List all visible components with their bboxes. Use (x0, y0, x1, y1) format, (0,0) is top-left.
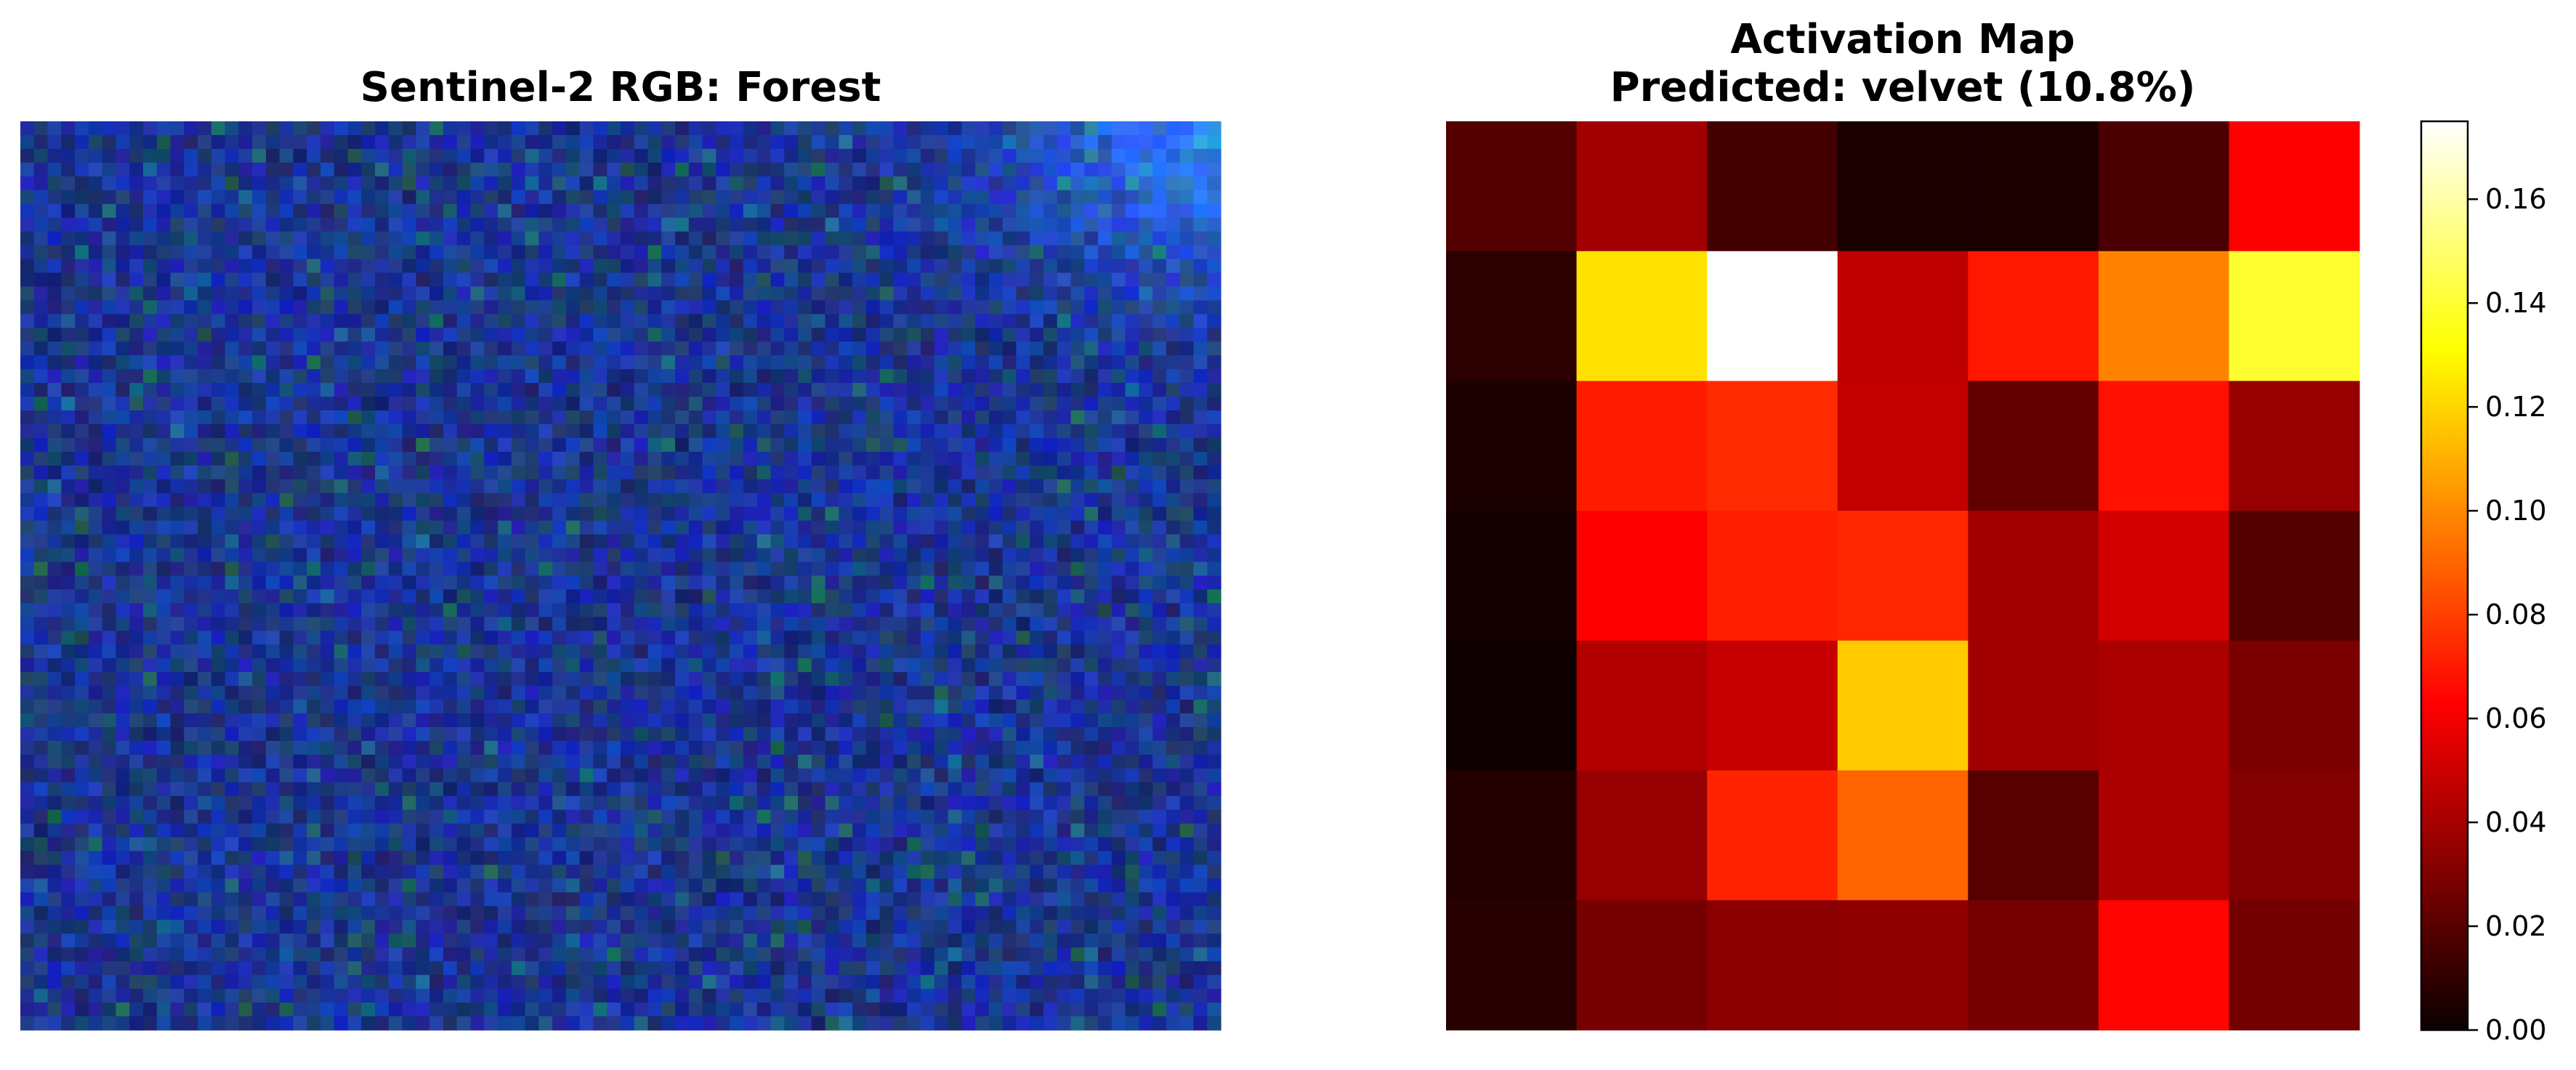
heatmap-cell (2229, 511, 2360, 641)
colorbar-tick-label: 0.02 (2485, 910, 2547, 942)
heatmap-cell (2229, 770, 2360, 901)
heatmap-cell (1968, 381, 2099, 511)
heatmap-cell (1837, 121, 1969, 252)
heatmap-cell (1576, 511, 1708, 641)
colorbar-tick-label: 0.06 (2485, 702, 2547, 734)
heatmap-cell (1968, 640, 2099, 771)
heatmap-cell (1446, 640, 1578, 771)
heatmap-cell (1707, 640, 1838, 771)
heatmap-cell (1707, 900, 1838, 1031)
heatmap-cell (1446, 900, 1578, 1031)
heatmap-cell (2229, 251, 2360, 381)
heatmap-cell (2229, 900, 2360, 1031)
heatmap-cell (1837, 900, 1969, 1031)
colorbar-tick-label: 0.12 (2485, 391, 2547, 423)
heatmap-cell (1968, 251, 2099, 381)
heatmap-cell (1707, 381, 1838, 511)
colorbar-tick-label: 0.04 (2485, 806, 2547, 838)
colorbar (2420, 120, 2469, 1032)
heatmap-cell (1837, 251, 1969, 381)
colorbar-tick-label: 0.00 (2485, 1014, 2547, 1046)
heatmap-cell (1968, 900, 2099, 1031)
heatmap-cell (2098, 251, 2229, 381)
heatmap-cell (1446, 511, 1578, 641)
activation-map-title: Activation Map Predicted: velvet (10.8%) (1446, 16, 2359, 112)
heatmap-cell (2098, 511, 2229, 641)
heatmap-cell (1707, 770, 1838, 901)
heatmap-cell (1446, 121, 1578, 252)
heatmap-cell (1446, 251, 1578, 381)
activation-map-title-line2: Predicted: velvet (10.8%) (1610, 64, 2196, 111)
colorbar-tick-label: 0.08 (2485, 599, 2547, 631)
activation-heatmap (1446, 121, 2360, 1031)
heatmap-cell (1837, 640, 1969, 771)
colorbar-tick-label: 0.14 (2485, 287, 2547, 319)
colorbar-tick-label: 0.10 (2485, 495, 2547, 527)
heatmap-cell (1968, 121, 2099, 252)
sentinel-rgb-image (20, 121, 1222, 1031)
heatmap-cell (2098, 770, 2229, 901)
heatmap-cell (1576, 640, 1708, 771)
heatmap-cell (1576, 251, 1708, 381)
heatmap-cell (1837, 511, 1969, 641)
heatmap-cell (2229, 121, 2360, 252)
heatmap-cell (1968, 770, 2099, 901)
heatmap-cell (1968, 511, 2099, 641)
heatmap-cell (1576, 121, 1708, 252)
heatmap-cell (2098, 381, 2229, 511)
heatmap-cell (2229, 381, 2360, 511)
heatmap-cell (2098, 640, 2229, 771)
heatmap-cell (2229, 640, 2360, 771)
heatmap-cell (1576, 381, 1708, 511)
colorbar-ticks: 0.00 0.02 0.04 0.06 0.08 0.10 0.12 0.14 0.16 (2468, 183, 2547, 1046)
heatmap-cell (2098, 900, 2229, 1031)
heatmap-cell (1707, 511, 1838, 641)
heatmap-cell (1837, 381, 1969, 511)
heatmap-cell (1707, 251, 1838, 381)
heatmap-cell (2098, 121, 2229, 252)
heatmap-cell (1576, 900, 1708, 1031)
heatmap-cell (1576, 770, 1708, 901)
activation-map-title-line1: Activation Map (1730, 16, 2075, 63)
heatmap-cell (1446, 770, 1578, 901)
heatmap-cell (1707, 121, 1838, 252)
heatmap-cell (1446, 381, 1578, 511)
colorbar-tick-label: 0.16 (2485, 183, 2547, 215)
rgb-image-title: Sentinel-2 RGB: Forest (360, 64, 881, 111)
heatmap-cell (1837, 770, 1969, 901)
